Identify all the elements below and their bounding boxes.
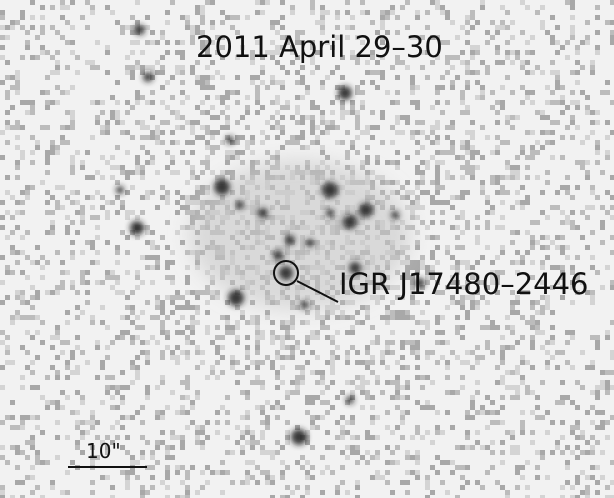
point-source (130, 221, 144, 235)
title: 2011 April 29–30 (196, 30, 443, 64)
point-source (391, 211, 399, 219)
sources (116, 25, 425, 445)
point-source (301, 301, 309, 309)
point-source (415, 278, 425, 288)
point-source (306, 239, 314, 247)
point-source (258, 208, 268, 218)
point-source (322, 182, 338, 198)
point-source (346, 396, 354, 404)
point-source (338, 86, 352, 100)
point-source (214, 179, 230, 195)
point-source (326, 209, 334, 217)
point-source (226, 136, 234, 144)
point-source (343, 215, 357, 229)
pointer-line (296, 280, 339, 303)
scale-bar-label: 10" (86, 439, 121, 463)
point-source (135, 25, 145, 35)
point-source (228, 290, 244, 306)
point-source (291, 429, 307, 445)
point-source (359, 203, 373, 217)
source-label: IGR J17480–2446 (339, 267, 589, 301)
point-source (349, 262, 361, 274)
source-circle (273, 260, 299, 286)
point-source (285, 235, 295, 245)
point-source (236, 201, 244, 209)
point-source (143, 72, 153, 82)
point-source (279, 266, 293, 280)
point-source (273, 250, 283, 260)
point-source (116, 186, 124, 194)
